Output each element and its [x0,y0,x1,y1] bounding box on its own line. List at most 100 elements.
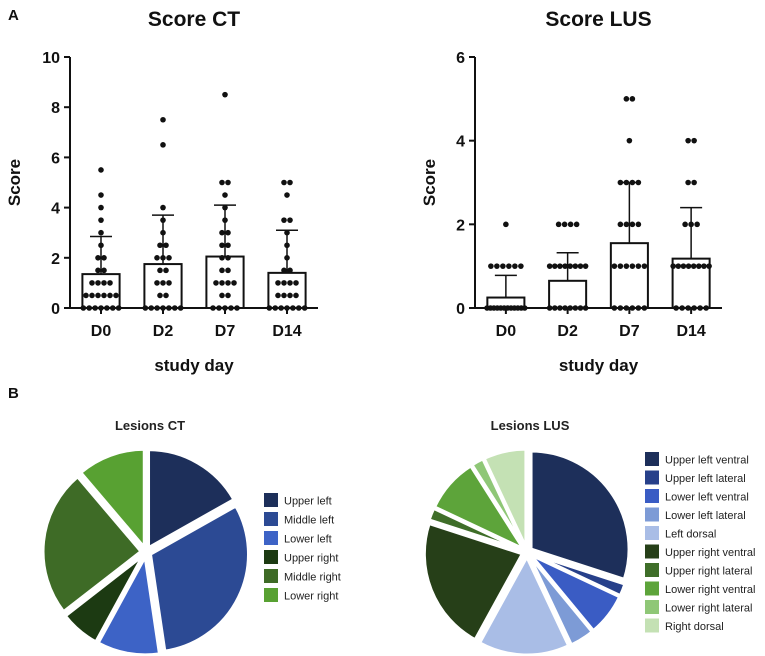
legend-label: Upper right [284,553,338,565]
data-point [500,263,506,269]
data-point [278,305,284,311]
data-point [706,263,712,269]
data-point [561,221,568,228]
data-point [494,263,500,269]
data-point [225,292,231,299]
y-tick-label: 6 [456,50,465,67]
data-point [234,305,240,311]
data-point [287,280,293,286]
data-point [635,305,642,311]
data-point [157,292,163,299]
data-point [701,263,707,269]
data-point [690,263,697,269]
pie-slice [41,474,144,614]
data-point [617,221,624,228]
data-point [641,305,648,311]
data-point [284,242,290,249]
legend-label: Lower left [284,534,332,546]
legend-label: Upper left ventral [665,455,749,467]
data-point [163,242,169,249]
data-point [557,305,563,311]
data-point [160,305,166,311]
data-point [626,137,633,144]
data-point [577,263,584,269]
y-tick-label: 8 [51,100,60,117]
data-point [635,179,642,186]
legend-swatch [645,470,659,485]
data-point [98,229,104,236]
bar [143,263,183,310]
x-tick-label: D7 [619,323,640,340]
data-point [95,254,101,261]
pie-slice [422,521,525,642]
data-point [281,267,287,274]
y-tick-label: 10 [42,50,60,67]
legend-swatch [264,493,278,507]
pie-slice [529,553,622,633]
data-point [546,263,553,269]
data-point [685,305,691,311]
data-point [98,305,104,311]
data-point [557,263,563,269]
data-point [148,305,155,311]
legend-label: Lower left ventral [665,492,749,504]
data-point [521,305,528,311]
data-point [107,280,113,286]
data-point [163,267,169,274]
data-point [275,280,281,286]
pie-slice [427,506,523,552]
data-point [629,221,636,228]
data-point [675,263,682,269]
data-point [222,305,228,311]
data-point [222,192,228,198]
chart-title: Score LUS [545,8,651,31]
x-tick-label: D14 [272,323,301,340]
legend-swatch [645,489,659,503]
data-point [572,305,579,311]
data-point [617,305,624,311]
data-point [623,96,630,102]
x-tick-label: D2 [153,323,174,340]
data-point [572,263,579,269]
data-point [222,204,228,211]
legend-swatch [645,507,659,522]
legend-label: Lower right [284,591,338,603]
x-axis-label: study day [154,356,234,375]
data-point [89,280,95,286]
pie-slice [78,447,146,552]
data-point [225,242,231,249]
x-tick-label: D2 [557,323,578,340]
data-point [160,142,166,148]
pie-slice [96,552,162,656]
data-point [694,221,700,228]
data-point [281,292,287,299]
data-point [266,305,273,311]
x-tick-label: D0 [496,323,517,340]
panel-label-b: B [8,385,19,402]
data-point [154,254,160,261]
bar [205,255,245,310]
y-tick-label: 0 [456,301,465,318]
x-axis-label: study day [559,356,639,375]
legend-label: Lower right ventral [665,584,756,596]
legend-swatch [264,569,278,583]
data-point [577,305,584,311]
legend-label: Right dorsal [665,621,724,633]
y-tick-label: 4 [51,201,60,218]
data-point [216,305,222,311]
data-point [166,280,172,286]
data-point [95,267,101,274]
data-point [98,192,104,198]
data-point [213,280,219,286]
pie-title: Lesions LUS [491,418,570,433]
data-point [697,305,703,311]
pie-slice [432,463,528,553]
pie-slice [528,555,595,647]
data-point [101,267,107,274]
data-point [567,263,573,269]
panel-label-a: A [8,7,19,24]
data-point [101,280,107,286]
x-tick-label: D14 [676,323,705,340]
y-axis-label: Score [420,159,439,206]
